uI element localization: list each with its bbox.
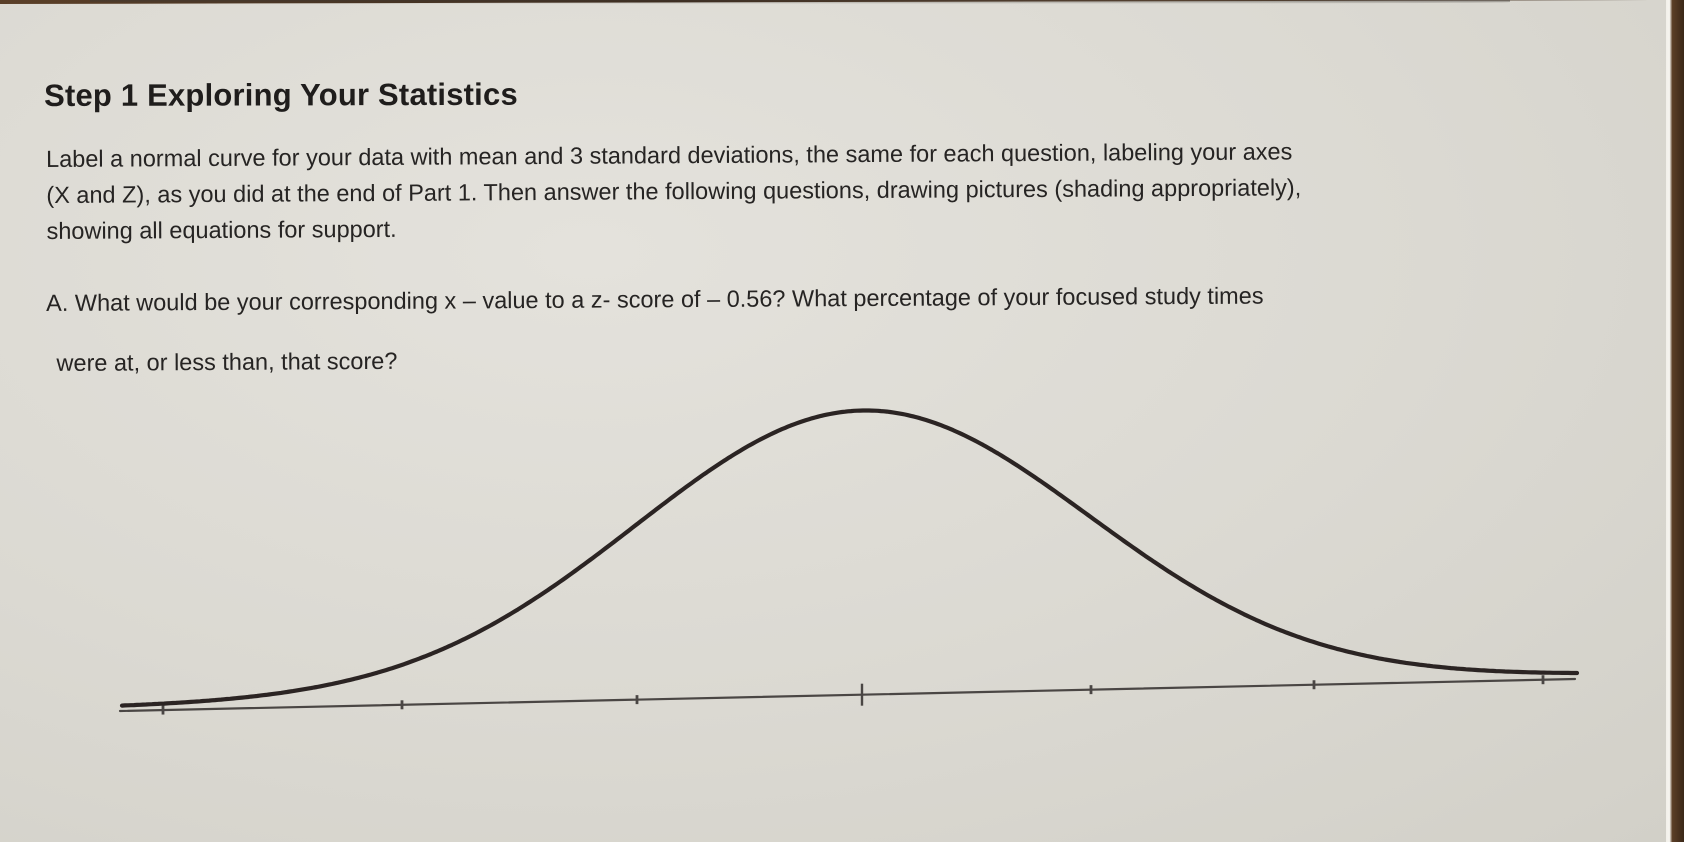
x-axis-line [118, 677, 1577, 713]
paper-top-shadow [90, 0, 1510, 4]
axis-ticks [161, 675, 1545, 715]
bell-curve [119, 408, 1580, 708]
paper-right-edge [1666, 0, 1684, 842]
